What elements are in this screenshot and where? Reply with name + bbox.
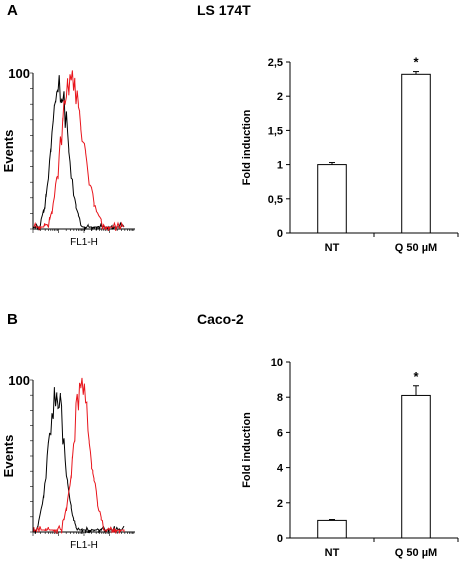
hist-ytick-top-label: 100 xyxy=(8,66,30,81)
bar xyxy=(317,519,347,539)
bar-y-tick-label: 0,5 xyxy=(268,194,283,206)
bar-category-label: Q 50 µM xyxy=(395,547,437,559)
hist-xlabel: FL1-H xyxy=(70,540,98,551)
significance-asterisk: * xyxy=(413,369,419,384)
histogram-trace-black xyxy=(33,75,125,232)
histogram-trace-red xyxy=(33,70,125,232)
hist-ytick-top-label: 100 xyxy=(8,373,30,388)
bar-y-tick-label: 8 xyxy=(277,392,283,404)
panel-title-b: Caco-2 xyxy=(197,311,244,327)
histogram-trace-red xyxy=(33,377,125,534)
hist-xlabel: FL1-H xyxy=(70,237,98,248)
bar xyxy=(401,73,431,234)
bar-category-label: Q 50 µM xyxy=(395,242,437,254)
bar-y-tick-label: 2,5 xyxy=(268,57,283,69)
bar-y-tick-label: 6 xyxy=(277,427,283,439)
significance-asterisk: * xyxy=(413,55,419,70)
panel-letter-a: A xyxy=(7,2,18,19)
bar xyxy=(401,394,431,539)
histogram-trace-black xyxy=(34,387,125,534)
hist-ylabel: Events xyxy=(1,130,16,173)
bar-y-tick-label: 2 xyxy=(277,498,283,510)
bar-y-tick-label: 0 xyxy=(277,228,283,240)
bar-y-tick-label: 1 xyxy=(277,160,283,172)
bar-y-tick-label: 10 xyxy=(271,357,283,369)
bar-category-label: NT xyxy=(325,547,340,559)
bar-ylabel: Fold induction xyxy=(241,109,253,185)
bar-y-tick-label: 0 xyxy=(277,533,283,545)
bar-y-tick-label: 1,5 xyxy=(268,125,283,137)
panel-letter-b: B xyxy=(7,311,18,328)
hist-ylabel: Events xyxy=(1,435,16,478)
panel-title-a: LS 174T xyxy=(197,2,251,18)
bar-y-tick-label: 4 xyxy=(277,463,284,475)
bar-category-label: NT xyxy=(325,242,340,254)
bar-ylabel: Fold induction xyxy=(241,412,253,488)
bar-y-tick-label: 2 xyxy=(277,91,283,103)
bar xyxy=(317,164,347,234)
